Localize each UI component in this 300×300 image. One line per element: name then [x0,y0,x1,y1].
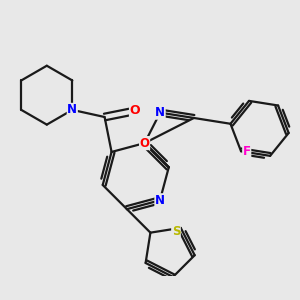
Text: F: F [243,145,251,158]
Text: N: N [155,106,165,119]
Text: N: N [155,194,165,207]
Text: N: N [67,103,77,116]
Text: S: S [172,225,180,238]
Text: O: O [140,136,150,150]
Text: O: O [130,104,140,118]
